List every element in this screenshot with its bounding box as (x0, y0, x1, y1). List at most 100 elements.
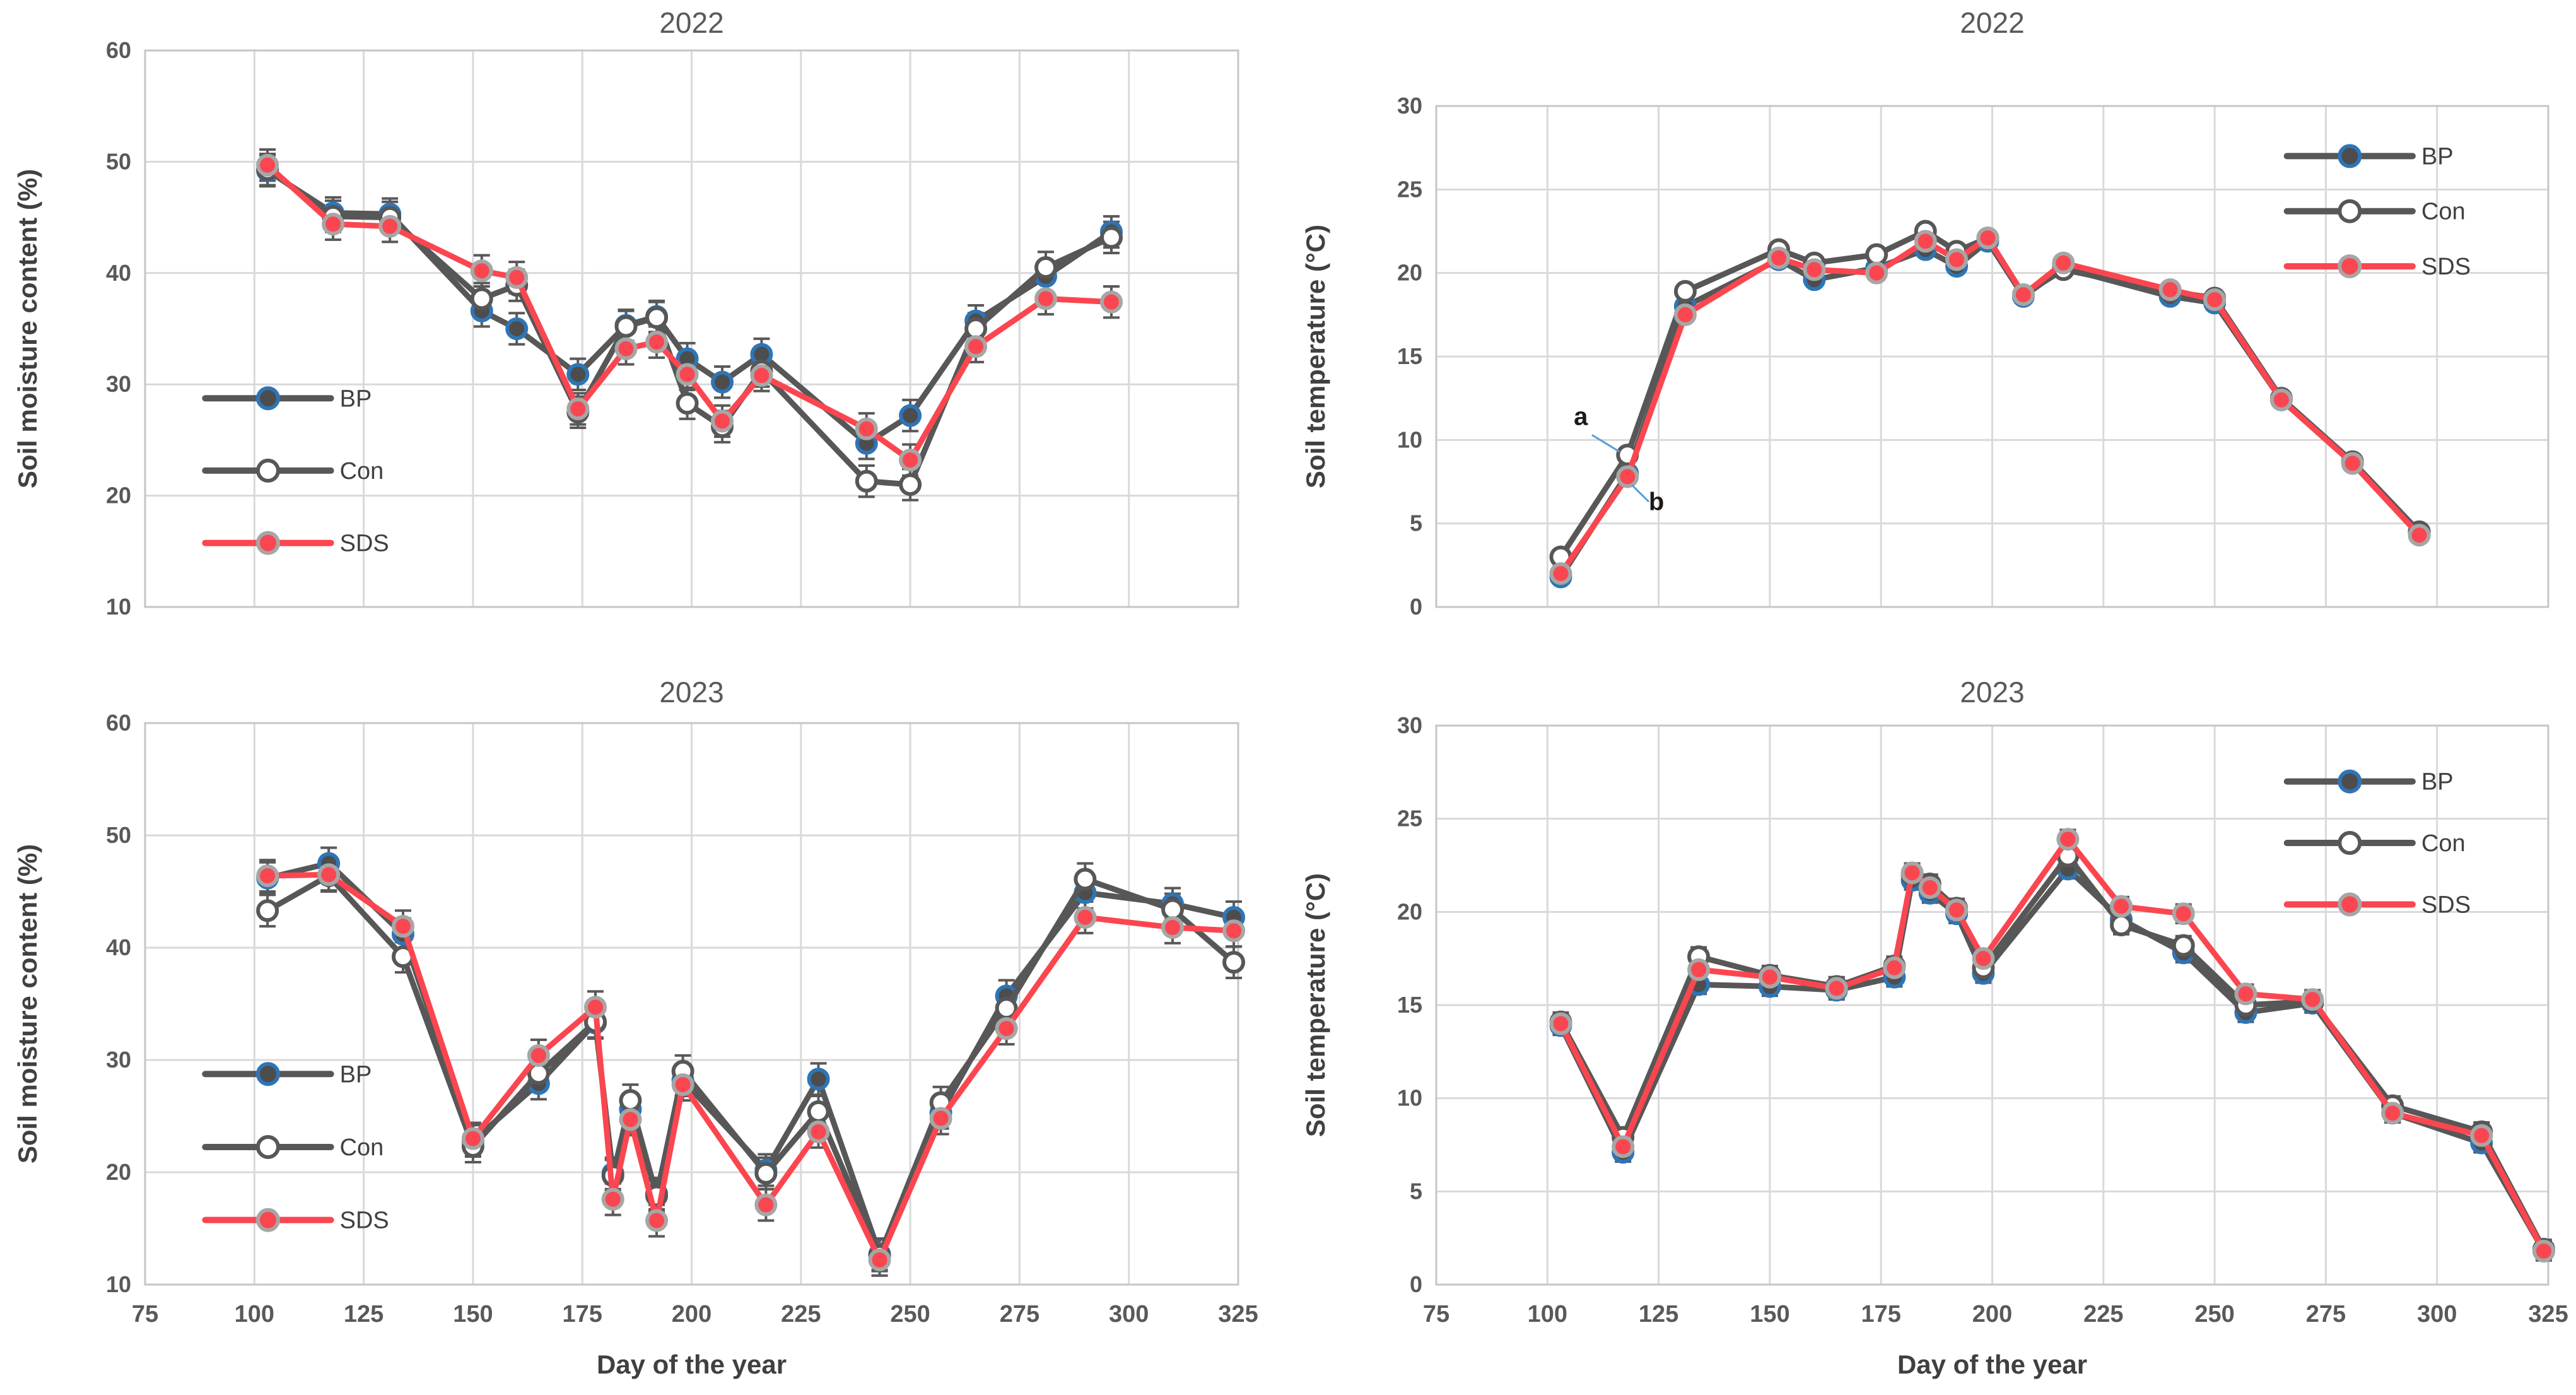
plot-border (144, 722, 1239, 1286)
chart-title: 2022 (1960, 6, 2024, 39)
y-axis-title: Soil temperature (°C) (1301, 225, 1330, 488)
legend-marker-SDS (2338, 892, 2362, 917)
data-point-SDS (2532, 1239, 2555, 1263)
data-point-SDS (754, 1193, 778, 1216)
legend-item-Con: Con (202, 458, 383, 485)
legend-marker-Con (255, 1134, 280, 1159)
y-tick-labels: 10 20 30 40 50 60 (106, 710, 131, 1297)
series-BP (1549, 857, 2555, 1263)
svg-text:0: 0 (1410, 594, 1422, 620)
y-tick-labels: 0 5 10 15 20 25 30 (1397, 93, 1422, 620)
data-point-SDS (2269, 388, 2293, 411)
data-point-BP (505, 317, 529, 340)
x-axis-title: Day of the year (597, 1350, 787, 1379)
series-SDS (256, 153, 1123, 472)
data-point-SDS (1972, 947, 1995, 970)
y-axis-title: Soil moisture content (%) (13, 169, 42, 488)
data-point-SDS (995, 1017, 1018, 1040)
plot-border (144, 49, 1239, 608)
svg-text:30: 30 (106, 1047, 131, 1073)
data-point-SDS (566, 397, 590, 421)
data-point-SDS (1758, 965, 1781, 989)
legend-label-SDS: SDS (340, 531, 389, 557)
data-point-SDS (2172, 902, 2195, 926)
data-point-BP (807, 1068, 830, 1091)
data-point-SDS (676, 363, 699, 386)
svg-text:250: 250 (2194, 1301, 2234, 1327)
svg-text:125: 125 (1639, 1301, 1678, 1327)
annotation-leader-line (1591, 434, 1620, 453)
series-SDS (256, 863, 1246, 1271)
chart-title: 2023 (1960, 676, 2024, 709)
y-axis-title: Soil temperature (°C) (1301, 873, 1330, 1137)
chart-soil-moisture-2023: 2023 10 20 30 40 50 60 75 100 125 150 175 200 225 250 2… (13, 676, 1258, 1379)
y-tick-labels: 10 20 30 40 50 60 (106, 37, 131, 620)
data-point-SDS (711, 409, 734, 433)
svg-text:75: 75 (132, 1301, 158, 1327)
data-point-SDS (1616, 465, 1639, 488)
legend-label-Con: Con (340, 1134, 384, 1161)
legend-marker-Con (255, 458, 280, 483)
legend-label-SDS: SDS (2421, 254, 2471, 280)
legend-marker-BP (2338, 144, 2362, 168)
legend-label-BP: BP (2421, 769, 2454, 796)
data-point-Con (614, 315, 638, 338)
legend-item-Con: Con (2283, 199, 2466, 225)
data-point-SDS (1549, 562, 1572, 586)
data-point-SDS (750, 364, 773, 387)
y-tick-labels: 0 5 10 15 20 25 30 (1397, 712, 1422, 1297)
data-point-SDS (1914, 230, 1937, 253)
svg-text:30: 30 (1397, 93, 1422, 119)
data-point-SDS (1825, 977, 1848, 1000)
data-point-BP (711, 370, 734, 394)
error-bars (1552, 223, 2428, 585)
legend-label-SDS: SDS (2421, 892, 2471, 919)
data-point-SDS (461, 1127, 484, 1150)
series-line-BP (264, 168, 1115, 447)
data-point-SDS (2052, 251, 2075, 274)
svg-text:20: 20 (1397, 260, 1422, 286)
svg-text:15: 15 (1397, 343, 1422, 369)
data-point-Con (1865, 243, 1888, 266)
svg-text:40: 40 (106, 260, 131, 286)
svg-text:275: 275 (2306, 1301, 2346, 1327)
data-point-SDS (1222, 919, 1246, 943)
data-point-SDS (1945, 248, 1969, 271)
legend: BP Con SDS (202, 386, 389, 557)
gridlines (144, 722, 1239, 1286)
data-point-Con (676, 392, 699, 415)
data-point-Con (645, 306, 669, 329)
legend: BP Con SDS (2283, 769, 2471, 919)
svg-text:325: 325 (2528, 1301, 2568, 1327)
legend-marker-BP (2338, 769, 2362, 794)
svg-text:0: 0 (1410, 1271, 1422, 1297)
x-tick-labels: 75 100 125 150 175 200 225 250 275 300 325 (1423, 1301, 2568, 1327)
data-point-SDS (256, 153, 279, 177)
data-point-Con (899, 473, 922, 496)
data-point-SDS (671, 1073, 694, 1097)
legend-marker-BP (255, 1062, 280, 1086)
legend-label-BP: BP (340, 386, 372, 412)
data-point-SDS (1074, 905, 1097, 929)
legend-item-Con: Con (202, 1134, 384, 1161)
series-Con (256, 158, 1123, 496)
legend-item-BP: BP (2283, 143, 2454, 170)
data-point-SDS (256, 864, 279, 888)
gridlines (1435, 105, 2550, 608)
svg-text:10: 10 (106, 594, 131, 620)
data-point-Con (2172, 934, 2195, 957)
error-bars (259, 148, 1120, 502)
legend-label-Con: Con (2421, 199, 2466, 225)
series-line-BP (1557, 866, 2547, 1254)
svg-text:225: 225 (2083, 1301, 2123, 1327)
series-line-SDS (1557, 235, 2422, 577)
svg-text:30: 30 (1397, 712, 1422, 738)
data-point-SDS (1883, 956, 1906, 979)
svg-text:150: 150 (453, 1301, 493, 1327)
data-point-SDS (868, 1248, 891, 1271)
legend-item-Con: Con (2283, 830, 2466, 857)
svg-text:20: 20 (106, 483, 131, 509)
annotation-leader-line (1631, 484, 1650, 503)
data-point-SDS (2470, 1124, 2493, 1147)
data-point-Con (470, 287, 493, 310)
